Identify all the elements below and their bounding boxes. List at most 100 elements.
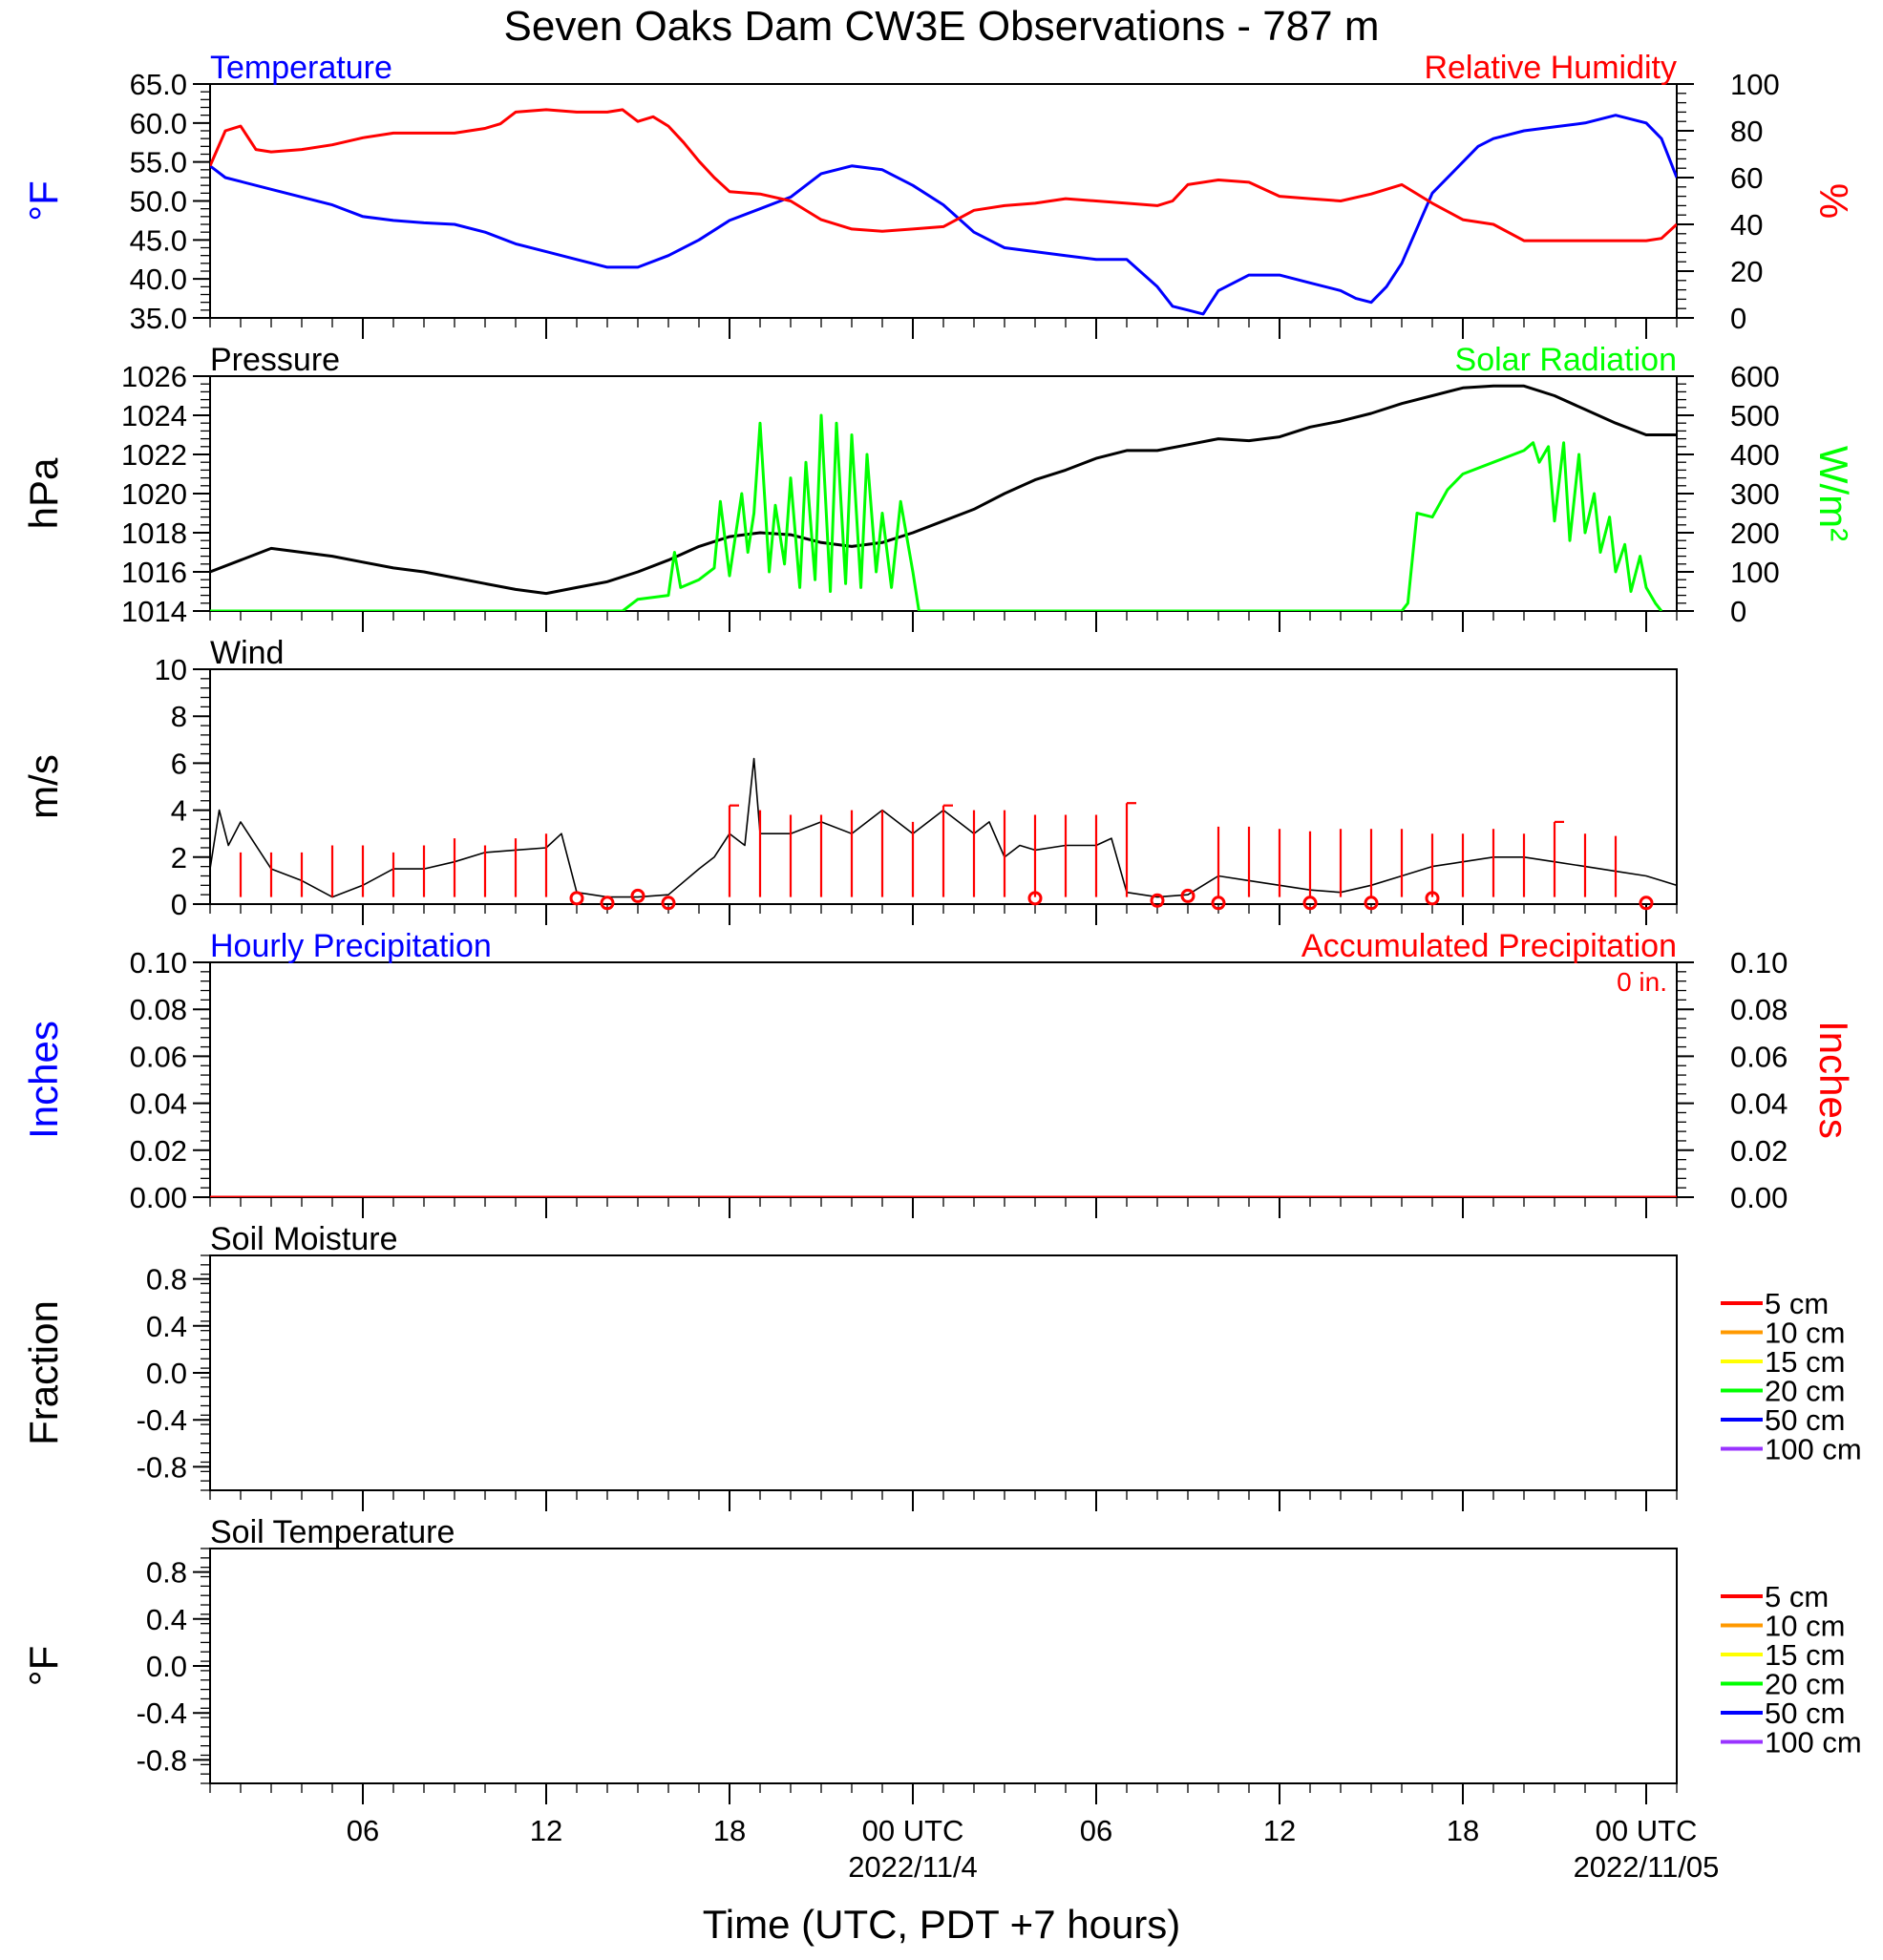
y-axis-title-right: % (1811, 183, 1856, 219)
panel-label-left: Wind (210, 635, 284, 671)
series-group (210, 757, 1677, 898)
y-tick-label: 0.8 (146, 1263, 187, 1296)
y-tick-label: 300 (1730, 477, 1780, 511)
legend-label: 5 cm (1765, 1580, 1829, 1613)
y-tick-label: -0.4 (137, 1403, 187, 1437)
y-axis-title-left: m/s (21, 754, 66, 819)
series-line (210, 384, 1677, 596)
wind-panel: Wind m/s 0 2 4 6 8 10 (21, 635, 1678, 925)
y-tick-label: 0.4 (146, 1310, 187, 1343)
soil-temperature-panel: Soil Temperature°F-0.8-0.40.00.40.85 cm1… (21, 1514, 1862, 1804)
series-line (210, 114, 1677, 316)
y-tick-label: 600 (1730, 360, 1780, 393)
panel-label-left: Soil Moisture (210, 1221, 398, 1257)
y-tick-label: 65.0 (130, 68, 187, 101)
y-tick-label: 0.8 (146, 1556, 187, 1590)
y-tick-label: 0.0 (146, 1357, 187, 1390)
plot-frame (209, 1254, 1678, 1491)
y-axis-title-left: Inches (21, 1021, 66, 1139)
pressure-panel: Pressure Solar Radiation hPa W/m² 1014 1016 10… (21, 342, 1856, 632)
legend-label: 50 cm (1765, 1403, 1845, 1437)
legend-label: 100 cm (1765, 1726, 1862, 1760)
legend-label: 20 cm (1765, 1375, 1845, 1408)
y-tick-label: 55.0 (130, 146, 187, 179)
calm-marker (1211, 896, 1226, 911)
panel-label-left: Hourly Precipitation (210, 928, 492, 964)
y-tick-label: 200 (1730, 516, 1780, 550)
y-tick-label: 1016 (121, 556, 187, 589)
x-tick-label: 06 (347, 1814, 379, 1847)
panel-label-right: Accumulated Precipitation (1301, 928, 1677, 964)
calm-marker (1150, 893, 1165, 908)
panel-label-right: Solar Radiation (1455, 342, 1677, 378)
y-tick-label: 1014 (121, 595, 187, 628)
y-tick-label: 10 (155, 653, 187, 686)
y-tick-label: 0.4 (146, 1603, 187, 1636)
y-tick-label: 1020 (121, 477, 187, 511)
y-tick-label: 0.04 (130, 1087, 187, 1121)
y-tick-label: 0.0 (146, 1650, 187, 1683)
x-tick-label: 12 (530, 1814, 562, 1847)
x-tick-label: 18 (713, 1814, 746, 1847)
y-axis-title-left: Fraction (21, 1300, 66, 1445)
y-tick-label: 40.0 (130, 263, 187, 296)
y-tick-label: 1022 (121, 438, 187, 472)
plot-frame (209, 1548, 1678, 1784)
legend-label: 20 cm (1765, 1668, 1845, 1701)
y-tick-label: 1024 (121, 399, 187, 432)
y-tick-label: 0.08 (1730, 993, 1788, 1026)
panels: Temperature Relative Humidity°F %35.040.04… (21, 50, 1862, 1884)
panel-label-right: Relative Humidity (1424, 50, 1677, 86)
temperature-panel: Temperature Relative Humidity °F % 35.0 40.0 4… (21, 50, 1856, 339)
series-group (210, 384, 1677, 611)
y-tick-label: -0.8 (137, 1743, 187, 1777)
legend-label: 10 cm (1765, 1317, 1845, 1350)
plot-frame (209, 961, 1678, 1198)
y-tick-label: 0.02 (130, 1134, 187, 1168)
y-tick-label: 60.0 (130, 107, 187, 140)
accum-note: 0 in. (1617, 967, 1667, 997)
calm-marker (1180, 888, 1195, 903)
y-tick-label: 50.0 (130, 185, 187, 219)
y-tick-label: 0.10 (130, 946, 187, 980)
y-tick-label: 80 (1730, 115, 1763, 148)
y-tick-label: 0.08 (130, 993, 187, 1026)
y-tick-label: 0.00 (130, 1181, 187, 1214)
soil-moisture-panel: Soil Moisture Fraction -0.8 -0.4 0.0 0.4 0.8 5 … (21, 1221, 1862, 1511)
y-tick-label: 1026 (121, 360, 187, 393)
y-tick-label: 100 (1730, 68, 1780, 101)
y-tick-label: 20 (1730, 255, 1763, 288)
y-tick-label: 4 (171, 794, 187, 828)
panel-label-left: Soil Temperature (210, 1514, 455, 1550)
y-tick-label: 0 (1730, 595, 1746, 628)
y-tick-label: 0.04 (1730, 1087, 1788, 1121)
series-line (210, 108, 1677, 242)
panel-label-left: Temperature (210, 50, 392, 86)
x-tick-label: 2022/11/4 (848, 1850, 978, 1884)
calm-marker (630, 888, 645, 903)
calm-marker (1639, 896, 1654, 911)
x-tick-label: 2022/11/05 (1574, 1850, 1720, 1884)
y-tick-label: 0.06 (130, 1040, 187, 1073)
y-tick-label: 0 (171, 888, 187, 921)
y-axis-title-left: °F (21, 180, 66, 221)
y-tick-label: 0.00 (1730, 1181, 1788, 1214)
legend-label: 15 cm (1765, 1638, 1845, 1672)
y-tick-label: 8 (171, 700, 187, 733)
chart-title: Seven Oaks Dam CW3E Observations - 787 m (504, 3, 1380, 50)
y-tick-label: 500 (1730, 399, 1780, 432)
y-tick-label: 0.10 (1730, 946, 1788, 980)
legend-label: 50 cm (1765, 1697, 1845, 1730)
x-tick-label: 00 UTC (1596, 1814, 1698, 1847)
legend-label: 5 cm (1765, 1287, 1829, 1320)
legend-label: 10 cm (1765, 1610, 1845, 1643)
series-line (210, 413, 1663, 611)
y-axis-title-left: hPa (21, 457, 66, 529)
panel-label-left: Pressure (210, 342, 340, 378)
calm-marker (1302, 896, 1318, 911)
x-tick-label: 12 (1263, 1814, 1296, 1847)
y-tick-label: 2 (171, 841, 187, 875)
y-tick-label: 100 (1730, 556, 1780, 589)
